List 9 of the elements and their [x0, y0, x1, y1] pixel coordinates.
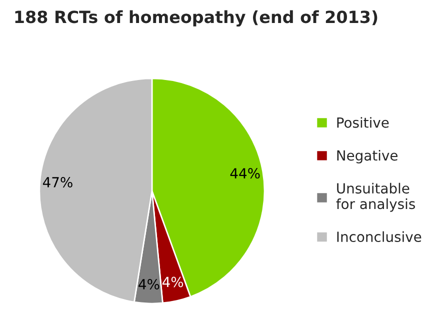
legend-label: Inconclusive	[337, 231, 422, 242]
data-label: 47%	[42, 176, 72, 188]
legend-label: Unsuitable for analysis	[336, 182, 415, 212]
legend-label: Negative	[337, 150, 398, 164]
data-label: 4%	[138, 278, 160, 290]
data-label: 44%	[230, 168, 260, 179]
chart-title: 188 RCTs of homeopathy (end of 2013)	[15, 10, 378, 27]
data-label: 4%	[162, 276, 184, 288]
legend-label: Positive	[337, 117, 389, 128]
